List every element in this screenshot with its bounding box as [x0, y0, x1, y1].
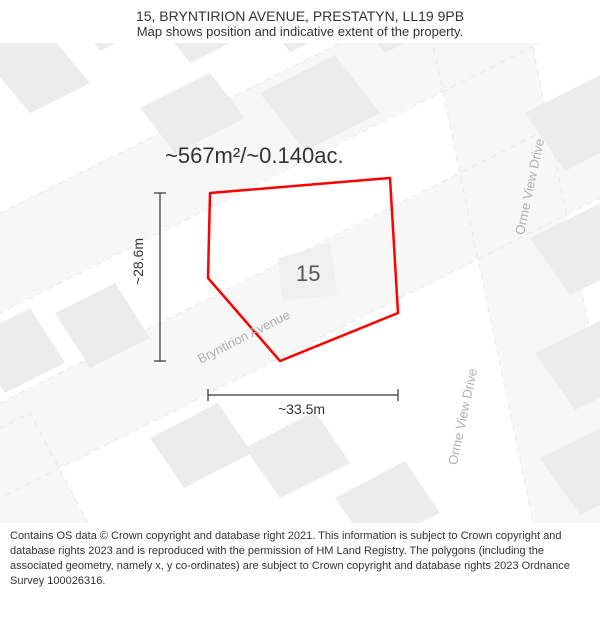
copyright-footer: Contains OS data © Crown copyright and d…: [0, 523, 600, 594]
map-subtitle: Map shows position and indicative extent…: [10, 24, 590, 39]
property-address: 15, BRYNTIRION AVENUE, PRESTATYN, LL19 9…: [10, 8, 590, 24]
width-dimension: ~33.5m: [278, 401, 325, 417]
plot-number: 15: [296, 261, 320, 287]
header: 15, BRYNTIRION AVENUE, PRESTATYN, LL19 9…: [0, 0, 600, 43]
height-dimension: ~28.6m: [130, 238, 146, 285]
map-area: ~567m²/~0.140ac. 15 ~28.6m ~33.5m Brynti…: [0, 43, 600, 523]
area-measurement: ~567m²/~0.140ac.: [165, 143, 344, 169]
